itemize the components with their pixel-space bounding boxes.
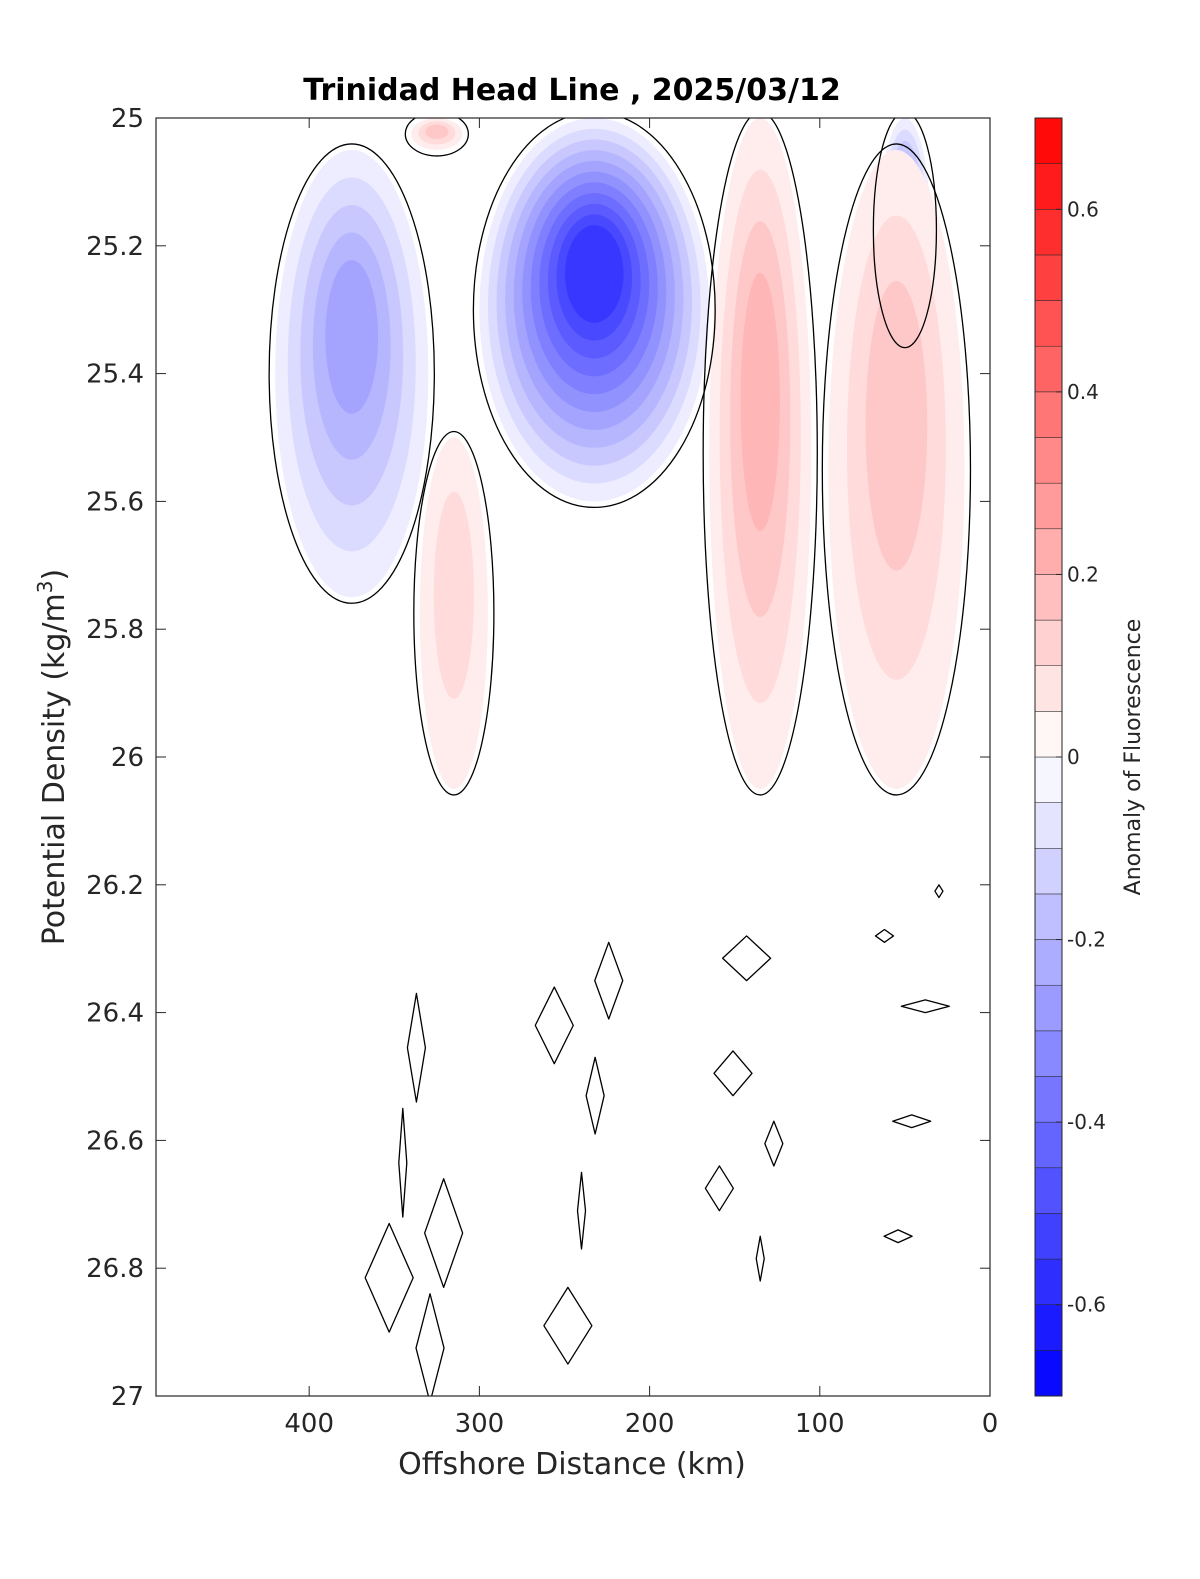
colorbar-segment [1034, 209, 1063, 256]
anomaly-band-0-5 [325, 259, 379, 414]
colorbar-segment [1034, 619, 1063, 666]
zero-contour-loop-10 [576, 1171, 587, 1250]
colorbar-tick-label: -0.4 [1067, 1110, 1106, 1134]
zero-contour-region-6 [413, 430, 495, 796]
colorbar-segment [1034, 802, 1063, 849]
zero-contour-region-3 [702, 118, 818, 796]
colorbar-segment [1034, 848, 1063, 895]
y-axis-label-close: ) [37, 569, 72, 581]
colorbar-segment [1034, 528, 1063, 575]
zero-contour-region-4 [872, 118, 938, 349]
x-axis-label: Offshore Distance (km) [398, 1447, 746, 1482]
zero-contour-loop-0 [934, 884, 944, 899]
colorbar-segment [1034, 1213, 1063, 1260]
zero-contour-loop-16 [874, 928, 895, 943]
colorbar-segment [1034, 574, 1063, 621]
colorbar-segment [1034, 345, 1063, 393]
colorbar-segment [1034, 482, 1063, 530]
colorbar-segment [1034, 1304, 1063, 1351]
y-tick-label: 26.2 [86, 871, 144, 901]
zero-contour-loop-15 [398, 1107, 408, 1218]
colorbar-segment [1034, 391, 1063, 438]
zero-contour-loop-14 [543, 1286, 593, 1365]
anomaly-band-2-11 [565, 225, 624, 323]
zero-contour-loop-2 [594, 941, 624, 1020]
y-tick-label: 25.8 [86, 615, 144, 645]
colorbar-segment [1034, 1167, 1063, 1214]
colorbar-tick-label: 0.6 [1067, 197, 1099, 221]
y-tick-label: 27 [111, 1382, 144, 1412]
colorbar-segment [1034, 117, 1063, 164]
chart-title: Trinidad Head Line , 2025/03/12 [303, 73, 840, 108]
colorbar-tick-label: 0.2 [1067, 562, 1099, 586]
colorbar-segment [1034, 939, 1063, 986]
colorbar-segment [1034, 163, 1063, 210]
zero-contour-region-0 [268, 143, 435, 604]
y-axis-label: Potential Density (kg/m3) [33, 569, 72, 945]
zero-contour-loop-18 [534, 986, 574, 1065]
zero-contour-region-1 [404, 118, 470, 157]
zero-contour-region-5 [821, 143, 972, 796]
anomaly-band-6-2 [433, 491, 474, 699]
x-tick-label: 0 [982, 1409, 999, 1439]
anomaly-band-1-3 [425, 124, 449, 140]
x-tick-label: 300 [455, 1409, 505, 1439]
colorbar-frame [1034, 117, 1063, 1397]
colorbar: 0.6 0.4 0.2 0 -0.2 -0.4 -0.6 [1034, 117, 1106, 1397]
colorbar-tick-label: 0 [1067, 745, 1080, 769]
colorbar-segment [1034, 984, 1063, 1032]
colorbar-segment [1034, 1121, 1063, 1169]
colorbar-label: Anomaly of Fluorescence [1121, 619, 1146, 896]
zero-contour-loop-11 [406, 992, 427, 1103]
colorbar-segment [1034, 254, 1063, 301]
zero-contour-loop-12 [883, 1229, 913, 1244]
colorbar-segment [1034, 665, 1063, 712]
zero-contour-loop-8 [892, 1114, 932, 1129]
y-tick-label: 26.6 [86, 1126, 144, 1156]
colorbar-segment [1034, 756, 1063, 803]
colorbar-segment [1034, 711, 1063, 758]
colorbar-segment [1034, 1258, 1063, 1305]
zero-contour-loop-13 [713, 1050, 753, 1097]
zero-contour-loop-4 [900, 999, 950, 1014]
anomaly-band-3-4 [740, 272, 780, 532]
zero-contour-loop-9 [721, 935, 772, 982]
colorbar-segment [1034, 437, 1063, 484]
zero-contour-loop-6 [585, 1056, 605, 1135]
y-tick-label: 26.4 [86, 999, 144, 1029]
zero-contour-loop-1 [764, 1120, 784, 1167]
y-axis-label-main: Potential Density (kg/m [37, 593, 72, 945]
anomaly-band-5-3 [865, 280, 928, 571]
y-tick-label: 25.6 [86, 487, 144, 517]
zero-contour-loop-19 [364, 1222, 414, 1333]
y-tick-label: 25.2 [86, 232, 144, 262]
x-axis-ticks: 400 300 200 100 0 [284, 118, 998, 1439]
zero-contour-loop-17 [704, 1165, 735, 1212]
colorbar-segment [1034, 1350, 1063, 1397]
colorbar-segment [1034, 1030, 1063, 1077]
zero-contour-loop-3 [423, 1178, 464, 1289]
colorbar-tick-label: 0.4 [1067, 380, 1099, 404]
zero-contour-region-2 [472, 118, 716, 508]
zero-contour-loop-7 [415, 1293, 445, 1396]
colorbar-segment [1034, 1076, 1063, 1123]
y-tick-label: 26 [111, 743, 144, 773]
zero-contour-loop-5 [755, 1235, 765, 1282]
x-tick-label: 400 [284, 1409, 334, 1439]
x-tick-label: 200 [625, 1409, 675, 1439]
y-axis-ticks: 25 25.2 25.4 25.6 25.8 26 26.2 26.4 26.6 26.8 27 [86, 104, 990, 1412]
colorbar-segment [1034, 893, 1063, 940]
colorbar-segment [1034, 300, 1063, 347]
x-tick-label: 100 [795, 1409, 845, 1439]
y-axis-label-superscript: 3 [33, 580, 57, 593]
colorbar-tick-label: -0.2 [1067, 928, 1106, 952]
y-tick-label: 25 [111, 104, 144, 134]
anomaly-fills [275, 118, 965, 789]
colorbar-tick-label: -0.6 [1067, 1293, 1106, 1317]
y-tick-label: 26.8 [86, 1254, 144, 1284]
zero-contours [268, 118, 972, 1396]
y-tick-label: 25.4 [86, 360, 144, 390]
